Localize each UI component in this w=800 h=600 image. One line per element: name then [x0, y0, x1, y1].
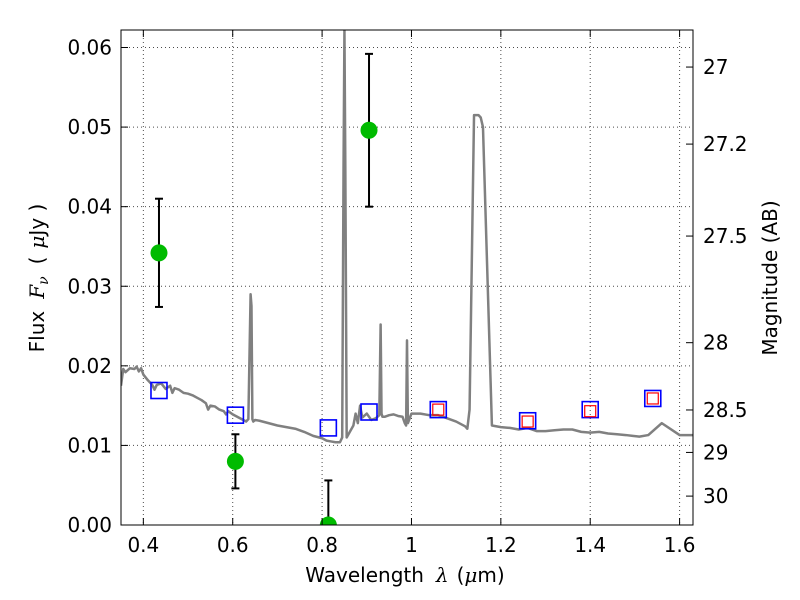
y2-tick-label: 27.2 [703, 132, 748, 156]
model-photometry-square [360, 403, 378, 421]
x-tick-label: 0.8 [306, 533, 338, 557]
model-photometry-inner-markers [432, 392, 659, 428]
y2-tick-label: 27.5 [703, 224, 748, 248]
model-photometry-inner-square [432, 403, 445, 416]
model-photometry-square [226, 406, 245, 424]
y2-tick-label: 29 [703, 440, 728, 464]
observed-point [360, 121, 378, 139]
y2-tick-label: 27 [703, 55, 728, 79]
y2-tick-labels: 27 27.2 27.5 28 28.5 29 30 [703, 55, 748, 508]
axis-ticks [121, 30, 693, 526]
y-tick-label: 0.02 [67, 354, 112, 378]
y-tick-label: 0.05 [67, 115, 112, 139]
plot-area [121, 30, 693, 525]
y-axis-label: FluxFν(μJy ) [25, 204, 52, 353]
model-photometry-square [581, 400, 600, 419]
model-photometry-markers [150, 381, 662, 437]
x-tick-label: 1.2 [485, 533, 517, 557]
observed-photometry-points [150, 121, 378, 525]
y-tick-label: 0.04 [67, 195, 112, 219]
y-tick-label: 0.00 [67, 513, 112, 537]
x-tick-label: 0.4 [127, 533, 159, 557]
x-tick-label: 1 [405, 533, 418, 557]
x-tick-label: 1.4 [574, 533, 606, 557]
y-tick-label: 0.03 [67, 274, 112, 298]
model-spectrum-line [121, 30, 693, 444]
model-photometry-square [643, 389, 662, 408]
model-photometry-square [150, 381, 168, 400]
model-photometry-square [319, 419, 338, 437]
x-tick-label: 1.6 [664, 533, 696, 557]
y-tick-labels: 0.00 0.01 0.02 0.03 0.04 0.05 0.06 [67, 36, 112, 537]
x-tick-labels: 0.4 0.6 0.8 1 1.2 1.4 1.6 [127, 533, 695, 557]
observed-point [319, 516, 337, 525]
model-photometry-inner-square [646, 392, 659, 405]
model-photometry-square [518, 411, 537, 430]
x-tick-label: 0.6 [217, 533, 249, 557]
model-photometry-inner-square [521, 415, 534, 428]
observed-point [226, 452, 244, 470]
plot-frame [120, 29, 694, 526]
x-axis-label: Wavelength λ (μm) [305, 563, 504, 587]
y-tick-label: 0.06 [67, 36, 112, 60]
model-photometry-square [429, 400, 448, 419]
y2-tick-label: 28 [703, 331, 728, 355]
y2-tick-label: 28.5 [703, 398, 748, 422]
model-photometry-inner-square [584, 405, 597, 418]
y2-axis-label: Magnitude (AB) [758, 200, 782, 355]
y2-tick-label: 30 [703, 484, 728, 508]
observed-point [150, 244, 168, 262]
y-tick-label: 0.01 [67, 433, 112, 457]
